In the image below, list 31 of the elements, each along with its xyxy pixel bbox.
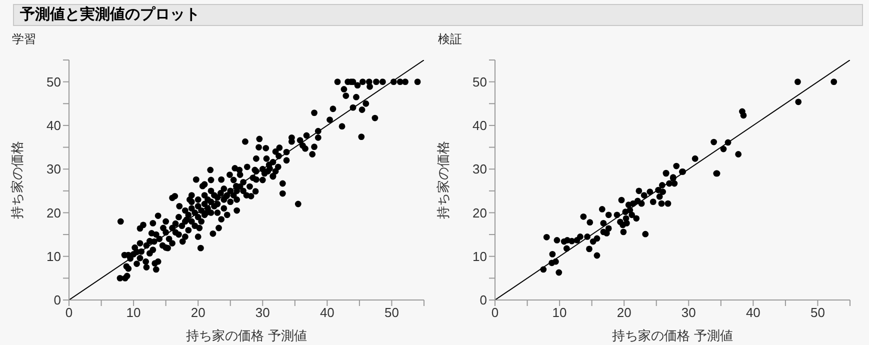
y-tick-label: 0: [54, 292, 61, 308]
y-tick-label: 50: [472, 74, 487, 90]
chart-subtitle: 学習: [12, 31, 36, 48]
y-tick-label: 0: [480, 292, 487, 308]
y-tick-label: 20: [472, 205, 487, 220]
x-tick-label: 40: [746, 305, 760, 320]
x-tick-label: 10: [552, 305, 567, 320]
x-tick-label: 50: [384, 305, 399, 320]
x-tick-label: 30: [255, 305, 270, 320]
x-tick-label: 50: [810, 305, 825, 320]
y-axis-title: 持ち家の価格: [436, 141, 451, 219]
x-tick-label: 0: [491, 305, 499, 320]
x-tick-label: 40: [320, 305, 334, 320]
x-tick-label: 20: [616, 305, 632, 320]
y-tick-label: 40: [46, 118, 61, 134]
y-tick-label: 30: [46, 162, 61, 177]
y-tick-label: 50: [46, 74, 61, 90]
y-tick-label: 40: [472, 118, 487, 134]
x-tick-label: 20: [190, 305, 206, 320]
chart-title: 検証: [438, 31, 462, 48]
x-tick-label: 10: [126, 305, 141, 320]
x-tick-label: 0: [65, 305, 73, 320]
y-axis-title: 持ち家の価格: [10, 141, 25, 219]
chart-title: 予測値と実測値のプロット: [13, 4, 863, 26]
x-axis-title: 持ち家の価格 予測値: [186, 328, 307, 343]
y-tick-label: 20: [46, 205, 61, 220]
y-tick-label: 10: [472, 248, 487, 264]
y-tick-label: 30: [472, 162, 487, 177]
y-tick-label: 10: [46, 248, 61, 264]
x-tick-label: 30: [681, 305, 696, 320]
x-axis-title: 持ち家の価格 予測値: [612, 328, 733, 343]
